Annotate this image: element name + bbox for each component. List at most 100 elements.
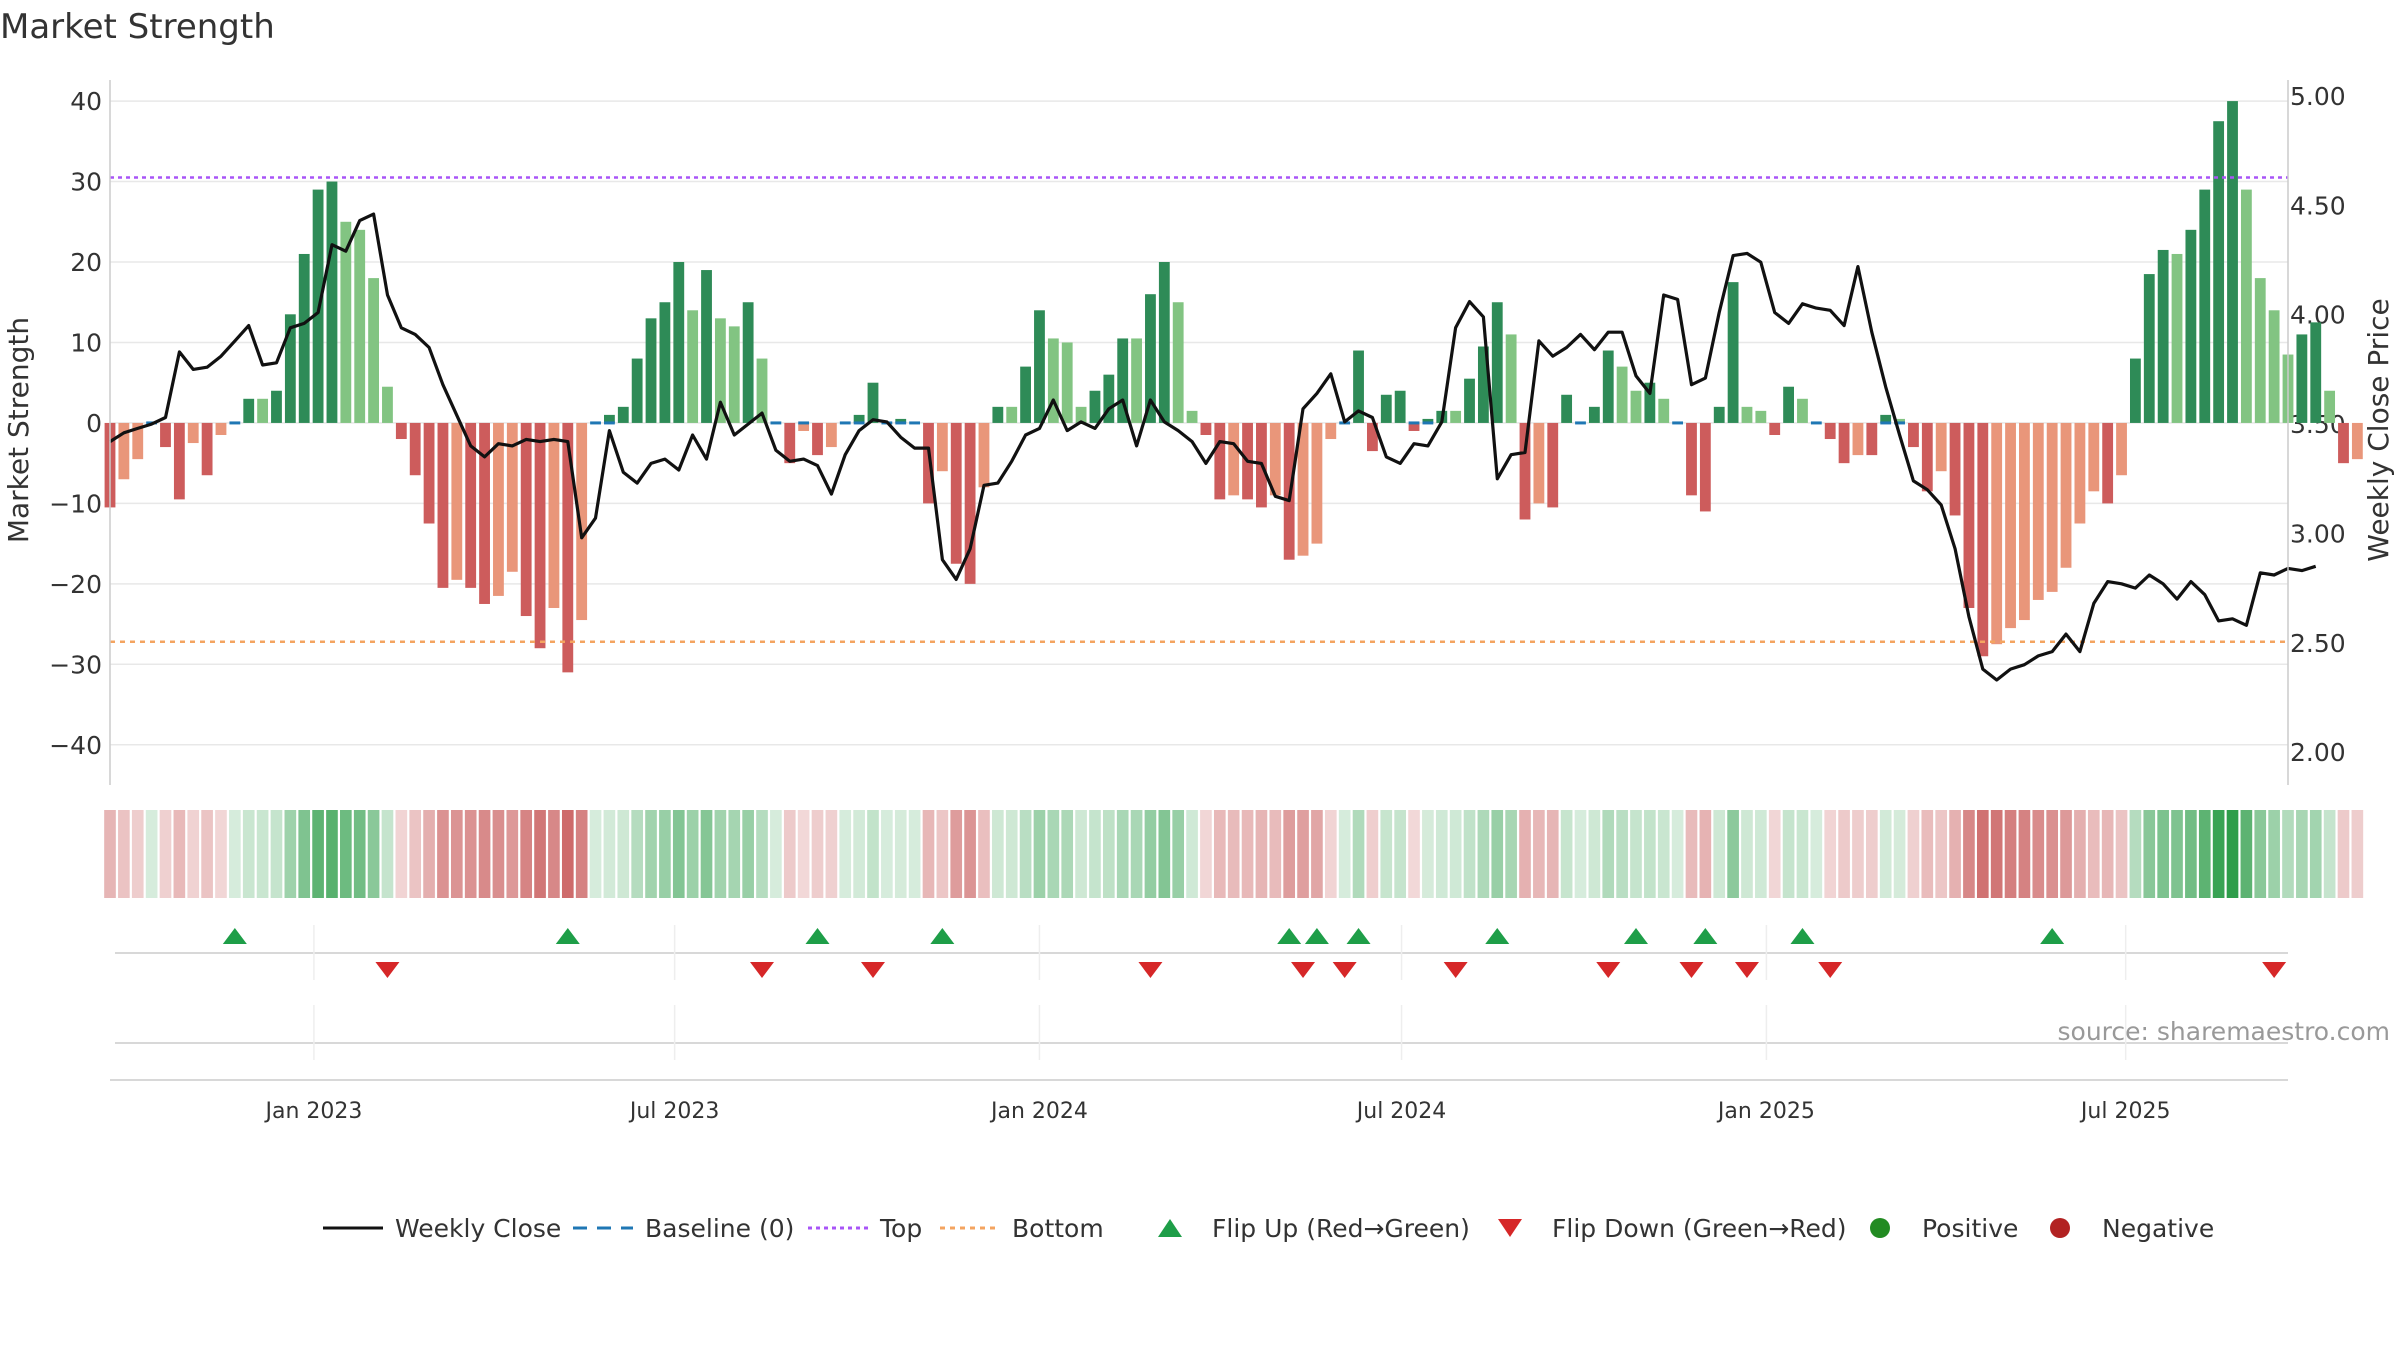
strength-bar [645, 318, 657, 423]
legend-label: Flip Up (Red→Green) [1212, 1214, 1470, 1243]
heat-cell [950, 810, 963, 898]
strength-bar [728, 326, 740, 423]
strength-bar [506, 422, 518, 572]
heat-cell [1893, 810, 1906, 898]
strength-bar [687, 310, 699, 423]
axes-layer [109, 80, 2289, 785]
strength-bar [825, 422, 837, 448]
heat-cell [1033, 810, 1046, 898]
strength-bar [132, 422, 144, 460]
heat-cell [2171, 810, 2183, 898]
strength-bar [2240, 189, 2252, 423]
strength-bar [1353, 350, 1364, 423]
heat-cell [714, 810, 727, 898]
heat-cell [1130, 810, 1143, 898]
strength-bar [1505, 334, 1517, 423]
heat-cell [1380, 810, 1393, 898]
strength-bar [2324, 390, 2336, 423]
heat-cell [1505, 810, 1517, 898]
strength-bar [1464, 378, 1475, 423]
heat-cell [2087, 810, 2100, 898]
strength-bar [2060, 422, 2072, 568]
heat-cell [1574, 810, 1587, 898]
strength-bar [2074, 422, 2086, 524]
flip-down-marker [375, 962, 400, 978]
strength-bar [2199, 189, 2211, 423]
legend-label: Bottom [1012, 1214, 1104, 1243]
strength-bar [1741, 406, 1753, 423]
heat-cell [215, 810, 227, 898]
heat-cell [340, 810, 352, 898]
strength-bar [2351, 422, 2363, 460]
strength-bar [2116, 422, 2127, 476]
heat-cell [548, 810, 560, 898]
heat-cell [1324, 810, 1337, 898]
flip-down-marker [1291, 962, 1316, 978]
heat-cell [617, 810, 630, 898]
flip-up-marker [2040, 928, 2065, 944]
heat-cell [1935, 810, 1948, 898]
heat-cell [464, 810, 477, 898]
y-tick-label-left: 20 [70, 248, 102, 277]
heat-cell [1116, 810, 1129, 898]
heat-cell [2157, 810, 2169, 898]
heat-cell [811, 810, 824, 898]
strength-bar [1797, 398, 1808, 423]
heat-cell [2226, 810, 2239, 898]
strength-bar [701, 270, 712, 423]
heat-cell [2060, 810, 2072, 898]
heat-cell [2185, 810, 2197, 898]
heat-cell [1172, 810, 1185, 898]
heat-cell [2254, 810, 2267, 898]
heat-cell [1158, 810, 1171, 898]
heat-cell [409, 810, 422, 898]
heat-cell [686, 810, 699, 898]
heat-cell [173, 810, 186, 898]
heat-cell [312, 810, 324, 898]
strength-bar [1713, 406, 1725, 423]
heat-cell [2309, 810, 2322, 898]
heat-cell [242, 810, 255, 898]
heat-cell [1699, 810, 1712, 898]
strength-bar [631, 358, 643, 423]
strength-bar [1158, 262, 1170, 423]
heat-cell [575, 810, 588, 898]
strength-bar [160, 422, 171, 448]
heat-cell [534, 810, 546, 898]
heat-cell [131, 810, 144, 898]
strength-bar [173, 422, 185, 500]
strength-bar [243, 398, 255, 423]
heat-cell [1921, 810, 1934, 898]
strength-bar [271, 390, 282, 423]
heat-cell [2282, 810, 2294, 898]
x-tick-label: Jul 2023 [628, 1099, 720, 1124]
heat-cell [381, 810, 394, 898]
heat-cell [728, 810, 741, 898]
heat-cell [1533, 810, 1545, 898]
heat-cell [1588, 810, 1601, 898]
heat-cell [1394, 810, 1406, 898]
strength-bar [2005, 422, 2016, 629]
heat-cell [894, 810, 907, 898]
legend-label: Flip Down (Green→Red) [1552, 1214, 1847, 1243]
heat-cell [1047, 810, 1060, 898]
strength-bar [895, 418, 907, 423]
strength-bar [1824, 422, 1836, 440]
heat-cell [1255, 810, 1268, 898]
strength-bar [1519, 422, 1531, 520]
flip-up-marker [1277, 928, 1302, 944]
heat-cell [1435, 810, 1448, 898]
strength-bar [812, 422, 823, 456]
heat-cell [881, 810, 893, 898]
strength-bar [1894, 418, 1905, 423]
heat-cell [520, 810, 533, 898]
strength-bar [201, 422, 213, 476]
heat-cell [256, 810, 269, 898]
strength-bar [1686, 422, 1697, 496]
x-tick-label: Jul 2024 [1355, 1099, 1447, 1124]
strength-bar [1602, 350, 1614, 423]
heat-cell [770, 810, 782, 898]
strength-bar [2310, 322, 2322, 423]
heat-cell [1727, 810, 1739, 898]
